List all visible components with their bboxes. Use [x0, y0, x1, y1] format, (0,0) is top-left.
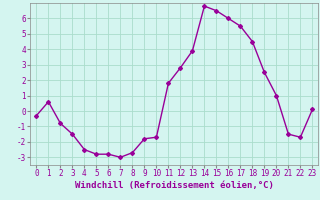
X-axis label: Windchill (Refroidissement éolien,°C): Windchill (Refroidissement éolien,°C) [75, 181, 274, 190]
